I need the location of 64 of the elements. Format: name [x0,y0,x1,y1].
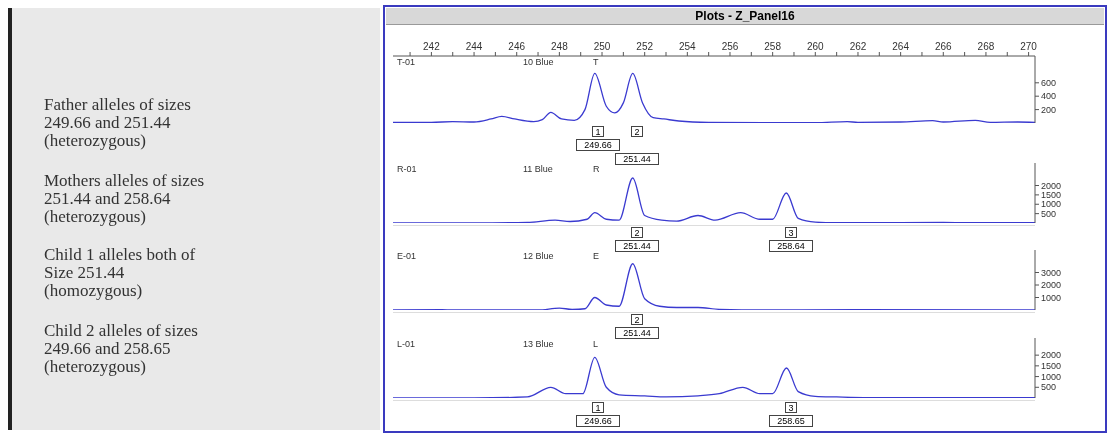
y-tick-label: 400 [1041,91,1057,102]
annotation: 258.64 [769,240,813,252]
y-tick-label: 1500 [1041,190,1062,201]
y-tick-label: 600 [1041,77,1057,88]
annotation: 11 Blue [523,164,553,174]
x-tick-label: 260 [806,41,825,52]
x-tick-label: 264 [892,41,910,52]
y-tick-label: 2000 [1041,350,1062,361]
line-series [393,356,1035,398]
text: 2 [631,126,643,137]
text: 258.65 [769,415,813,427]
text: 249.66 [576,415,620,427]
annotation: L-01 [397,339,416,349]
x-tick-label: 254 [679,41,697,52]
y-tick-label: 500 [1041,208,1057,219]
y-tick-label: 3000 [1041,267,1062,278]
annotation: 13 Blue [523,339,554,349]
text: 2 [631,227,643,238]
annotation: E-01 [397,251,417,261]
annotation: R [593,164,600,174]
annotation: 251.44 [615,153,659,165]
text: 3 [785,227,797,238]
x-tick-label: 242 [423,41,441,52]
annotation: 251.44 [615,240,659,252]
y-tick-label: 1000 [1041,199,1062,210]
chart-title: Plots - Z_Panel16 [386,8,1104,25]
y-tick-label: 2000 [1041,180,1062,191]
annotation: 10 Blue [523,57,554,67]
x-tick-label: 266 [934,41,953,52]
y-tick-label: 1500 [1041,361,1062,372]
y-tick-label: 500 [1041,382,1057,393]
x-tick-label: 258 [764,41,782,52]
line-series [393,177,1035,223]
annotation: T [593,57,599,67]
text: 249.66 [576,139,620,151]
x-tick-label: 252 [636,41,654,52]
x-tick-label: 268 [977,41,995,52]
annotation: T-01 [397,57,416,67]
x-tick-label: 244 [465,41,483,52]
y-tick-label: 200 [1041,104,1057,115]
x-tick-label: 256 [721,41,739,52]
annotation: L [593,339,599,349]
y-tick-label: 1000 [1041,371,1062,382]
annotation: 251.44 [615,327,659,339]
text: 2 [631,314,643,325]
x-tick-label: 248 [551,41,569,52]
annotation: 12 Blue [523,251,554,261]
x-tick-label: 270 [1020,41,1038,52]
x-tick-label: 262 [849,41,867,52]
x-tick-label: 246 [508,41,526,52]
text: 1 [592,402,604,413]
x-tick-label: 250 [593,41,611,52]
line-series [393,72,1035,123]
text: Child 1 alleles both of Size 251.44 (homozygous) [44,245,196,300]
text: 1 [592,126,604,137]
line-series [393,263,1035,310]
text: 3 [785,402,797,413]
text: Child 2 alleles of sizes 249.66 and 258.65 (heterozygous) [44,321,198,376]
text: Father alleles of sizes 249.66 and 251.44 (heterozygous) [44,95,191,150]
annotation: R-01 [397,164,417,174]
y-tick-label: 2000 [1041,280,1062,291]
annotation: E [593,251,600,261]
text: Mothers alleles of sizes 251.44 and 258.64 (heterozygous) [44,171,205,226]
y-tick-label: 1000 [1041,292,1062,303]
